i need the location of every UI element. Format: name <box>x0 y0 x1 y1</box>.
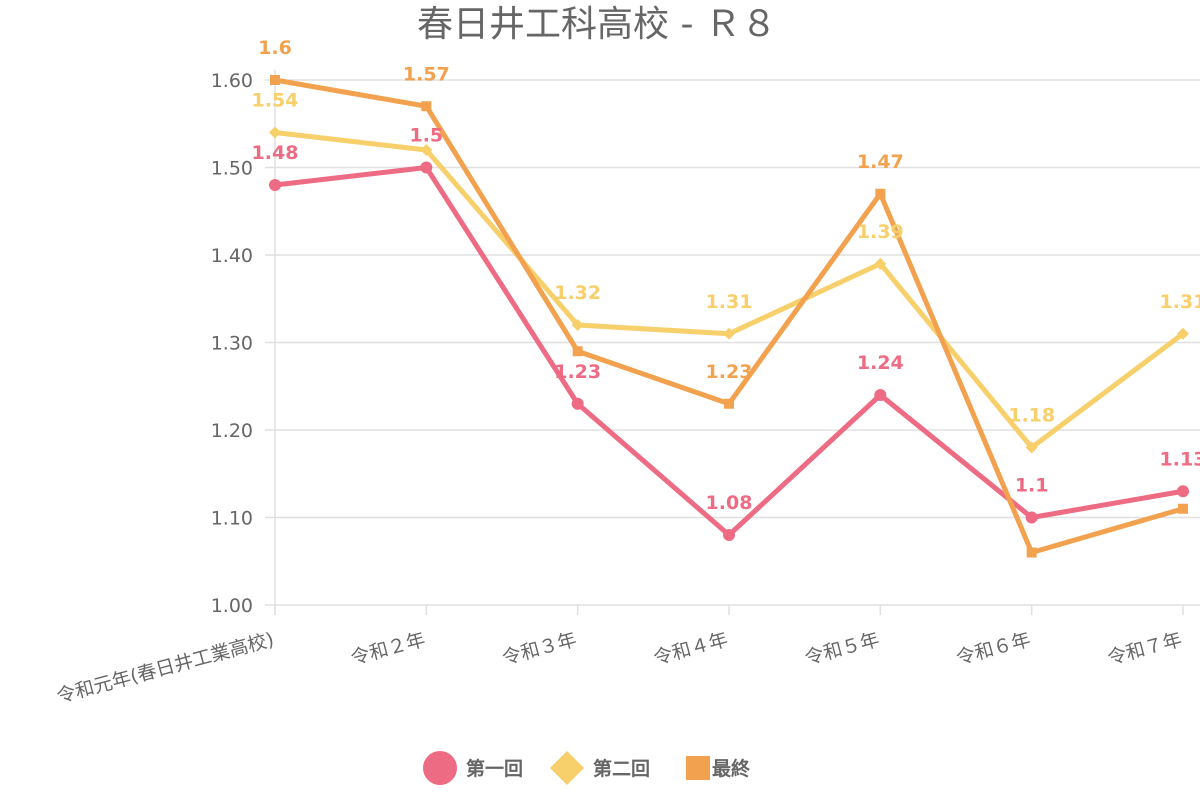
data-label: 1.08 <box>706 492 753 514</box>
data-label: 1.48 <box>252 142 299 164</box>
data-point-circle <box>874 389 887 401</box>
legend-circle-icon <box>423 751 457 785</box>
data-label: 1.23 <box>554 361 601 383</box>
data-label: 1.6 <box>258 37 292 59</box>
y-tick-label: 1.20 <box>211 420 253 442</box>
data-point-square <box>875 188 886 199</box>
data-point-square <box>724 398 734 409</box>
legend-label: 第一回 <box>466 757 523 780</box>
x-tick-label: 令和７年 <box>1105 629 1184 670</box>
y-tick-label: 1.50 <box>211 158 253 180</box>
x-tick-label: 令和５年 <box>803 629 882 670</box>
data-label: 1.23 <box>706 361 753 383</box>
legend-label: 第二回 <box>593 757 650 780</box>
data-point-circle <box>723 529 735 541</box>
data-point-square <box>572 346 583 357</box>
y-tick-label: 1.40 <box>211 245 253 267</box>
data-point-diamond <box>723 327 735 340</box>
data-label: 1.57 <box>403 63 450 85</box>
data-point-diamond <box>571 319 584 331</box>
data-point-diamond <box>1025 441 1038 454</box>
data-point-diamond <box>269 126 281 139</box>
legend-item-2: 最終 <box>686 756 751 780</box>
data-point-square <box>1026 547 1037 558</box>
y-tick-label: 1.30 <box>211 333 253 355</box>
data-point-square <box>421 101 432 112</box>
data-point-square <box>270 75 280 85</box>
data-point-diamond <box>874 257 887 270</box>
legend-diamond-icon <box>550 751 584 785</box>
data-point-diamond <box>420 144 433 156</box>
data-point-circle <box>420 161 433 174</box>
data-label: 1.5 <box>409 125 443 147</box>
x-tick-label: 令和２年 <box>349 629 428 670</box>
data-point-circle <box>1177 485 1189 498</box>
data-label: 1.54 <box>252 90 299 112</box>
y-tick-label: 1.60 <box>211 70 253 92</box>
data-label: 1.1 <box>1015 475 1049 497</box>
chart-title: 春日井工科高校 - Ｒ８ <box>417 4 777 45</box>
data-label: 1.39 <box>857 221 904 243</box>
data-point-circle <box>269 179 281 191</box>
data-label: 1.24 <box>857 352 904 374</box>
legend-label: 最終 <box>712 757 751 780</box>
data-label: 1.18 <box>1008 405 1055 427</box>
x-tick-label: 令和元年(春日井工業高校) <box>54 629 276 708</box>
y-tick-label: 1.00 <box>211 595 253 617</box>
legend-square-icon <box>686 756 710 780</box>
x-tick-label: 令和６年 <box>954 629 1033 670</box>
x-tick-label: 令和４年 <box>651 629 730 670</box>
data-label: 1.32 <box>554 282 601 304</box>
legend-item-1: 第二回 <box>550 751 650 785</box>
x-tick-label: 令和３年 <box>500 629 579 670</box>
data-point-diamond <box>1177 327 1189 340</box>
data-label: 1.31 <box>706 291 753 313</box>
data-label: 1.47 <box>857 151 904 173</box>
data-label: 1.31 <box>1160 291 1200 313</box>
data-point-circle <box>571 397 584 410</box>
legend-item-0: 第一回 <box>423 751 523 785</box>
y-tick-label: 1.10 <box>211 508 253 530</box>
data-label: 1.13 <box>1160 448 1200 470</box>
data-point-square <box>1178 503 1188 514</box>
data-point-circle <box>1025 511 1038 524</box>
